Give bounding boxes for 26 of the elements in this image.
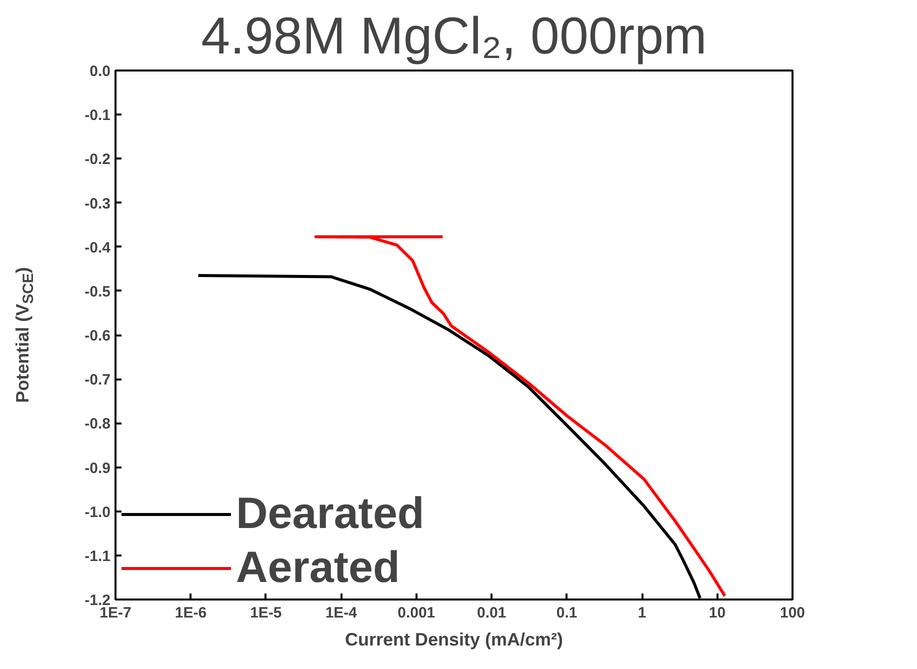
x-tick-label: 100	[780, 604, 806, 622]
y-tick-label: -0.9	[84, 460, 111, 477]
y-tick-label: -0.8	[84, 416, 111, 433]
y-tick-label: -0.7	[84, 372, 111, 389]
chart-title: 4.98M MgCl₂, 000rpm	[201, 8, 707, 66]
y-tick-label: -1.0	[84, 504, 111, 521]
y-tick-label: -1.1	[84, 548, 111, 565]
y-tick-label: -0.6	[84, 328, 111, 344]
y-tick-label: -0.2	[84, 151, 111, 168]
y-tick-label: -0.4	[84, 239, 112, 256]
y-tick-label: 0.0	[90, 63, 111, 80]
legend-label: Dearated	[236, 489, 424, 539]
x-tick-label: 1E-4	[325, 604, 358, 622]
y-tick-label: -0.3	[84, 195, 111, 212]
x-tick-label: 0.001	[398, 604, 436, 622]
y-tick-label: -0.1	[84, 107, 111, 124]
x-axis-title: Current Density (mA/cm²)	[344, 630, 564, 650]
x-tick-label: 10	[708, 604, 726, 622]
y-tick-label: -0.5	[84, 283, 111, 300]
x-tick-label: 0.01	[477, 604, 506, 622]
x-tick-label: 1E-5	[250, 604, 282, 622]
x-tick-label: 1E-7	[100, 604, 132, 622]
legend-label: Aerated	[236, 543, 400, 593]
x-tick-label: 1	[638, 604, 646, 622]
x-tick-label: 1E-6	[174, 604, 207, 622]
x-tick-label: 0.1	[556, 604, 578, 622]
